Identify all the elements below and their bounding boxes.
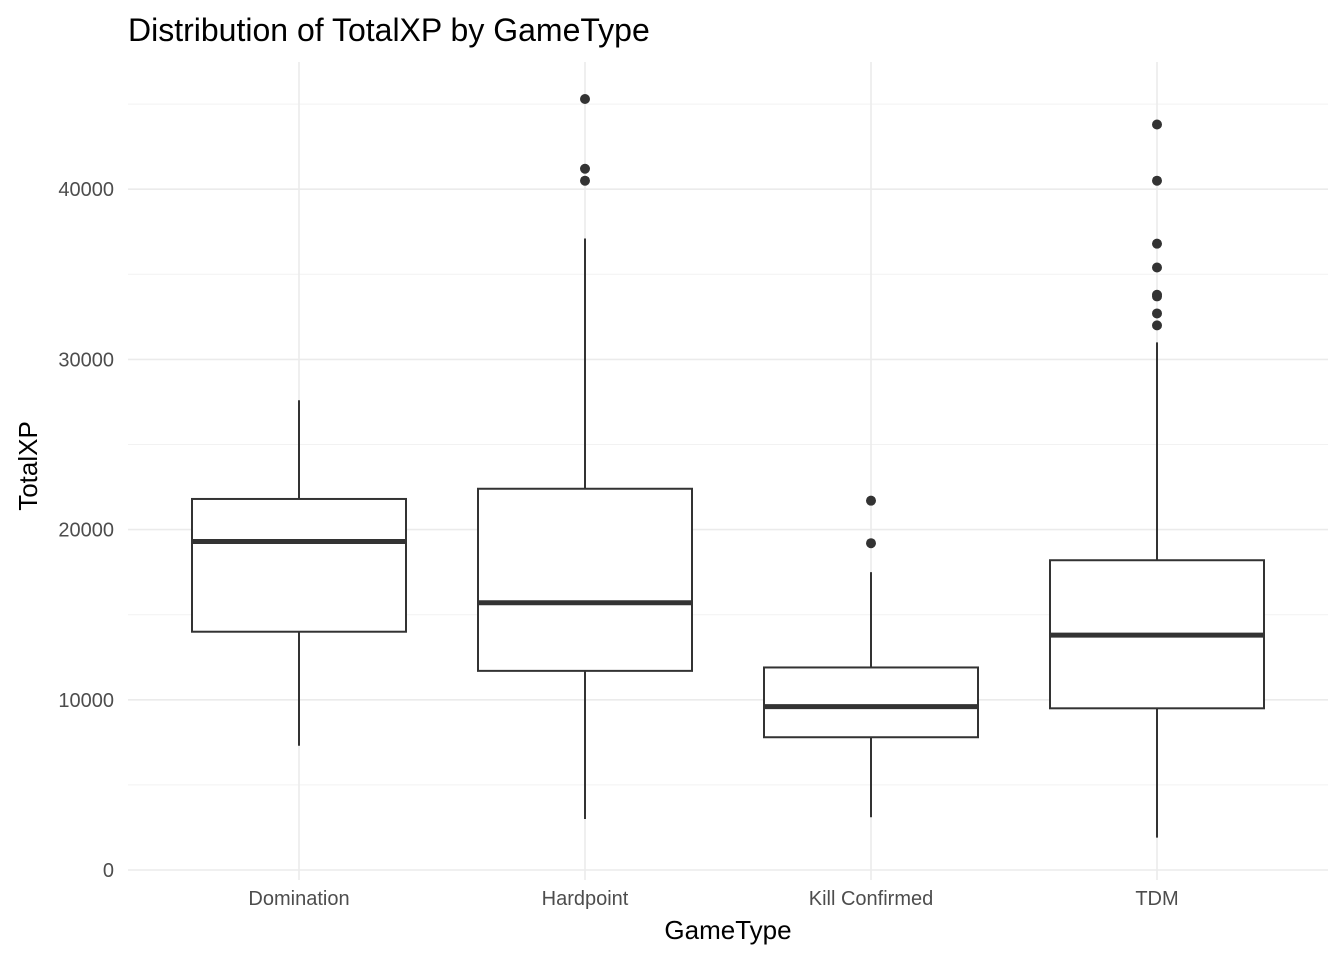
y-tick-label: 0 xyxy=(103,860,114,882)
iqr-box xyxy=(477,487,693,672)
y-tick-label: 30000 xyxy=(58,349,114,371)
y-tick-label: 20000 xyxy=(58,520,114,542)
outlier-point xyxy=(1152,320,1162,331)
x-tick-label: Hardpoint xyxy=(542,888,629,910)
box-group xyxy=(763,495,979,818)
iqr-box xyxy=(763,666,979,739)
iqr-box xyxy=(191,497,407,633)
outlier-point xyxy=(580,93,590,104)
outlier-point xyxy=(580,175,590,186)
box-group xyxy=(191,400,407,746)
box-group xyxy=(1049,119,1265,838)
outlier-point xyxy=(1152,119,1162,130)
y-axis-title: TotalXP xyxy=(13,421,43,511)
x-tick-label: TDM xyxy=(1135,888,1178,910)
grid-lines xyxy=(128,62,1328,880)
outlier-point xyxy=(1152,289,1162,300)
axes: 0 10000 20000 30000 40000 Domination Hardpoint… xyxy=(58,179,1178,910)
outlier-point xyxy=(866,538,876,549)
outlier-point xyxy=(580,163,590,174)
y-tick-label: 40000 xyxy=(58,179,114,201)
box-group xyxy=(477,93,693,819)
outlier-point xyxy=(1152,175,1162,186)
chart-title: Distribution of TotalXP by GameType xyxy=(128,12,650,48)
outlier-point xyxy=(1152,308,1162,319)
outlier-point xyxy=(866,495,876,506)
x-tick-label: Kill Confirmed xyxy=(809,888,933,910)
outlier-point xyxy=(1152,238,1162,249)
outlier-point xyxy=(1152,262,1162,273)
x-axis-title: GameType xyxy=(664,915,791,945)
boxes xyxy=(191,93,1265,838)
y-tick-label: 10000 xyxy=(58,690,114,712)
x-tick-label: Domination xyxy=(248,888,349,910)
